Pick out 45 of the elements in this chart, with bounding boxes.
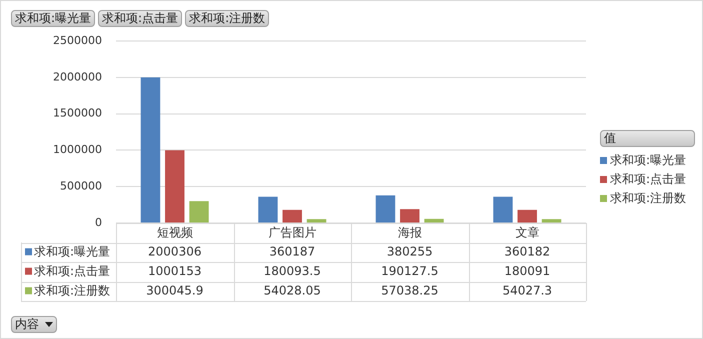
data-label: 54027.3: [502, 283, 552, 298]
bar: [189, 201, 209, 222]
data-label: 360187: [269, 244, 316, 258]
y-tick-label: 1000000: [53, 143, 102, 156]
text: 求和项:点击量: [610, 172, 686, 186]
text: 求和项:曝光量: [610, 153, 686, 167]
text: 内容: [15, 317, 39, 332]
text: 求和项:点击量: [102, 11, 178, 25]
bar: [165, 150, 184, 222]
bar: [282, 210, 302, 222]
data-label: 360182: [504, 244, 550, 258]
legend-label: 求和项:曝光量: [34, 244, 110, 258]
legend-label: 求和项:点击量: [34, 264, 110, 278]
bar: [140, 77, 160, 222]
data-label: 54028.05: [264, 283, 321, 298]
bar: [258, 196, 278, 222]
data-label: 190127.5: [381, 264, 438, 278]
text: 求和项:注册数: [189, 11, 266, 25]
x-tick-label: 短视频: [156, 225, 193, 240]
data-label: 380255: [386, 244, 433, 258]
legend-title: 值: [600, 130, 695, 147]
y-tick-label: 0: [95, 216, 102, 229]
bar: [376, 195, 396, 222]
data-label: 57038.25: [381, 283, 438, 298]
y-tick-label: 2000000: [53, 70, 102, 84]
data-label: 180091: [504, 264, 550, 278]
data-label: 1000153: [148, 264, 202, 278]
text: 求和项:注册数: [34, 283, 110, 298]
bar: [424, 218, 444, 222]
data-label: 300045.9: [146, 283, 204, 298]
data-label: 180093.5: [264, 264, 321, 278]
x-tick-label: 文章: [515, 225, 540, 240]
legend-label: 求和项:注册数: [610, 190, 686, 207]
bar: [542, 219, 562, 222]
bar: [306, 219, 326, 222]
y-tick-label: 1500000: [53, 106, 102, 120]
bar: [518, 210, 537, 222]
y-tick-label: 2500000: [53, 34, 102, 47]
x-tick-label: 广告图片: [268, 225, 316, 240]
y-tick-label: 500000: [60, 179, 102, 192]
x-tick-label: 海报: [398, 225, 422, 240]
data-label: 2000306: [148, 244, 202, 258]
bar: [493, 196, 513, 222]
bar: [400, 209, 420, 222]
text: 求和项:曝光量: [15, 11, 92, 25]
